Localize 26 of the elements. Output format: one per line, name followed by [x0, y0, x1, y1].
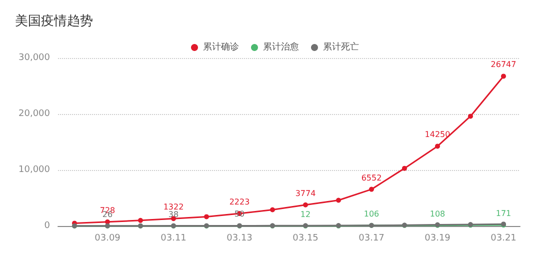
data-label: 14250 [424, 130, 450, 140]
y-tick-label: 10,000 [18, 165, 50, 175]
y-tick-label: 20,000 [18, 109, 50, 119]
data-label: 106 [364, 209, 380, 218]
data-label: 171 [496, 209, 512, 218]
y-tick-label: 30,000 [18, 53, 50, 63]
data-label: 1322 [163, 202, 184, 212]
legend-label: 累计死亡 [323, 42, 359, 52]
x-tick-label: 03.21 [490, 234, 516, 244]
data-label: 38 [168, 210, 179, 219]
x-tick-label: 03.09 [94, 234, 121, 244]
data-label: 26747 [490, 60, 516, 70]
x-tick-label: 03.17 [358, 234, 384, 244]
x-tick-label: 03.19 [424, 234, 451, 244]
x-tick-label: 03.13 [226, 234, 252, 244]
data-label: 6552 [361, 173, 382, 182]
legend-label: 累计治愈 [263, 42, 299, 52]
chart-title: 美国疫情趋势 [15, 13, 93, 29]
legend-label: 累计确诊 [203, 42, 239, 52]
y-tick-label: 0 [44, 221, 50, 231]
data-label: 12 [300, 210, 311, 219]
data-label: 3774 [295, 188, 316, 198]
x-tick-label: 03.11 [160, 234, 186, 244]
x-tick-label: 03.15 [292, 234, 318, 244]
data-label: 108 [430, 209, 446, 218]
data-label: 2223 [229, 198, 250, 207]
